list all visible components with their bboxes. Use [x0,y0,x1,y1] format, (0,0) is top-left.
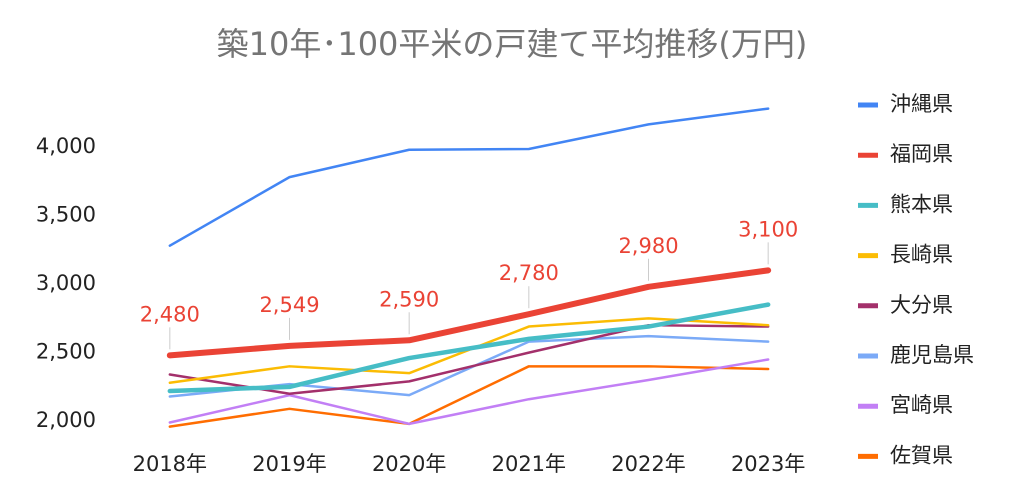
x-tick-label: 2020年 [372,452,446,476]
series-line [167,302,771,394]
legend-label: 熊本県 [890,192,953,216]
y-tick-label: 4,000 [36,134,96,158]
x-tick-label: 2018年 [133,452,207,476]
y-tick-label: 2,000 [36,408,96,432]
legend-label: 鹿児島県 [890,343,974,367]
legend-label: 宮崎県 [890,393,953,417]
legend-label: 沖縄県 [890,92,953,116]
data-label: 2,780 [499,261,559,285]
series-line [168,365,770,428]
x-tick-label: 2021年 [492,452,566,476]
legend-label: 福岡県 [890,142,953,166]
series-line [168,323,770,395]
legend-label: 大分県 [890,293,953,317]
legend-label: 長崎県 [890,243,953,267]
y-tick-label: 3,500 [36,203,96,227]
legend-label: 佐賀県 [890,443,953,467]
series-line [166,267,772,359]
series-line [168,358,770,426]
x-tick-label: 2023年 [731,452,805,476]
data-label: 2,480 [140,302,200,326]
data-label: 2,590 [379,287,439,311]
series-line [168,107,770,247]
y-tick-label: 2,500 [36,340,96,364]
data-label: 3,100 [738,217,798,241]
y-tick-label: 3,000 [36,271,96,295]
x-tick-label: 2022年 [611,452,685,476]
data-label: 2,980 [618,234,678,258]
x-tick-label: 2019年 [252,452,326,476]
chart-title: 築10年･100平米の戸建て平均推移(万円) [217,25,808,63]
data-label: 2,549 [259,293,319,317]
